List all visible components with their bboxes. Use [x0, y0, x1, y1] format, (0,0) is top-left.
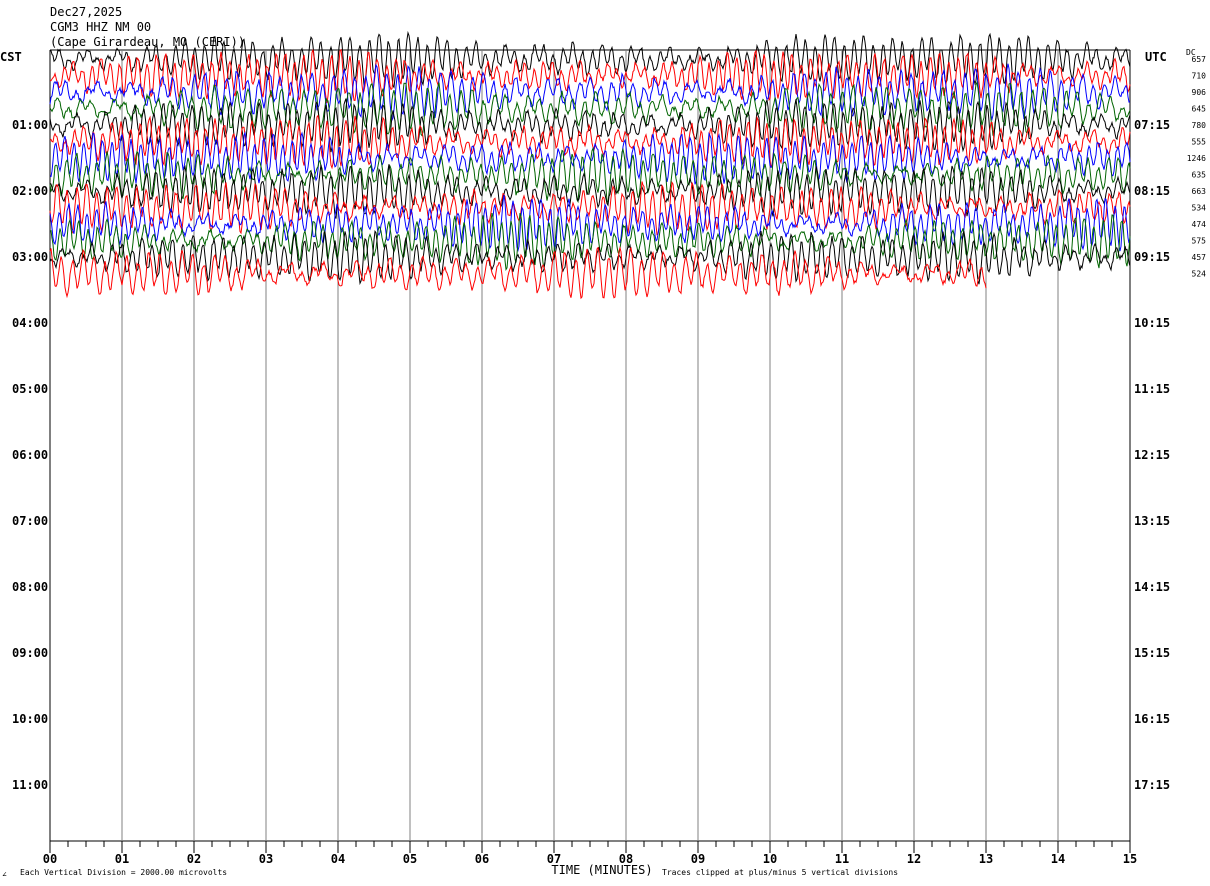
dc-offset-value: 474 [1192, 220, 1207, 229]
dc-offset-value: 663 [1192, 187, 1207, 196]
left-hour-label: 01:00 [12, 118, 48, 132]
dc-offset-value: 710 [1192, 72, 1207, 81]
dc-offset-value: 645 [1192, 105, 1207, 114]
seismic-trace [49, 131, 1131, 185]
x-tick-label: 08 [619, 852, 633, 866]
left-hour-label: 06:00 [12, 448, 48, 462]
dc-offset-value: 635 [1192, 171, 1207, 180]
seismic-trace [49, 181, 1131, 236]
seismic-trace [49, 114, 1131, 170]
left-hour-label: 07:00 [12, 514, 48, 528]
clip-note: Traces clipped at plus/minus 5 vertical … [662, 868, 899, 877]
left-hour-label: 04:00 [12, 316, 48, 330]
right-timezone-label: UTC [1145, 50, 1167, 64]
dc-offset-value: 1246 [1187, 154, 1206, 163]
dc-offset-value: 657 [1192, 55, 1207, 64]
x-tick-label: 15 [1123, 852, 1137, 866]
seismic-trace [49, 80, 1131, 137]
dc-offset-value: 524 [1192, 270, 1207, 279]
seismic-trace [49, 164, 1131, 219]
left-hour-label: 09:00 [12, 646, 48, 660]
dc-offset-value: 457 [1192, 253, 1207, 262]
x-tick-label: 00 [43, 852, 57, 866]
right-hour-label: 17:15 [1134, 778, 1170, 792]
x-tick-label: 03 [259, 852, 273, 866]
seismic-trace [49, 146, 1131, 205]
dc-offset-value: 555 [1192, 138, 1207, 147]
dc-offset-value: 780 [1192, 121, 1207, 130]
left-hour-label: 03:00 [12, 250, 48, 264]
dc-offset-value: 575 [1192, 237, 1207, 246]
x-tick-label: 06 [475, 852, 489, 866]
x-tick-label: 02 [187, 852, 201, 866]
station-channel: CGM3 HHZ NM 00 [50, 20, 152, 34]
x-tick-label: 01 [115, 852, 129, 866]
left-hour-label: 11:00 [12, 778, 48, 792]
dc-offset-header: DC [1186, 48, 1196, 57]
left-hour-label: 02:00 [12, 184, 48, 198]
x-axis-title: TIME (MINUTES) [551, 863, 652, 877]
right-hour-label: 13:15 [1134, 514, 1170, 528]
dc-offset-value: 534 [1192, 204, 1207, 213]
plot-date: Dec27,2025 [50, 5, 123, 19]
seismic-trace [49, 245, 987, 300]
x-tick-label: 07 [547, 852, 561, 866]
right-hour-label: 15:15 [1134, 646, 1170, 660]
footer-marker: ∠ [2, 870, 7, 879]
seismic-trace [49, 48, 1131, 104]
right-hour-label: 09:15 [1134, 250, 1170, 264]
x-tick-label: 11 [835, 852, 849, 866]
right-hour-label: 07:15 [1134, 118, 1170, 132]
x-tick-label: 13 [979, 852, 993, 866]
left-timezone-label: CST [0, 50, 22, 64]
right-hour-label: 16:15 [1134, 712, 1170, 726]
x-tick-label: 09 [691, 852, 705, 866]
x-tick-label: 05 [403, 852, 417, 866]
x-tick-label: 04 [331, 852, 345, 866]
x-tick-label: 10 [763, 852, 777, 866]
left-hour-label: 05:00 [12, 382, 48, 396]
left-hour-label: 10:00 [12, 712, 48, 726]
right-hour-label: 10:15 [1134, 316, 1170, 330]
x-tick-label: 14 [1051, 852, 1065, 866]
right-hour-label: 12:15 [1134, 448, 1170, 462]
right-hour-label: 14:15 [1134, 580, 1170, 594]
right-hour-label: 08:15 [1134, 184, 1170, 198]
dc-offset-value: 906 [1192, 88, 1207, 97]
right-hour-label: 11:15 [1134, 382, 1170, 396]
vertical-scale-note: Each Vertical Division = 2000.00 microvo… [20, 868, 228, 877]
seismic-trace [49, 30, 1131, 89]
left-hour-label: 08:00 [12, 580, 48, 594]
x-tick-label: 12 [907, 852, 921, 866]
seismic-trace [49, 212, 1131, 272]
seismic-trace [49, 194, 1131, 253]
